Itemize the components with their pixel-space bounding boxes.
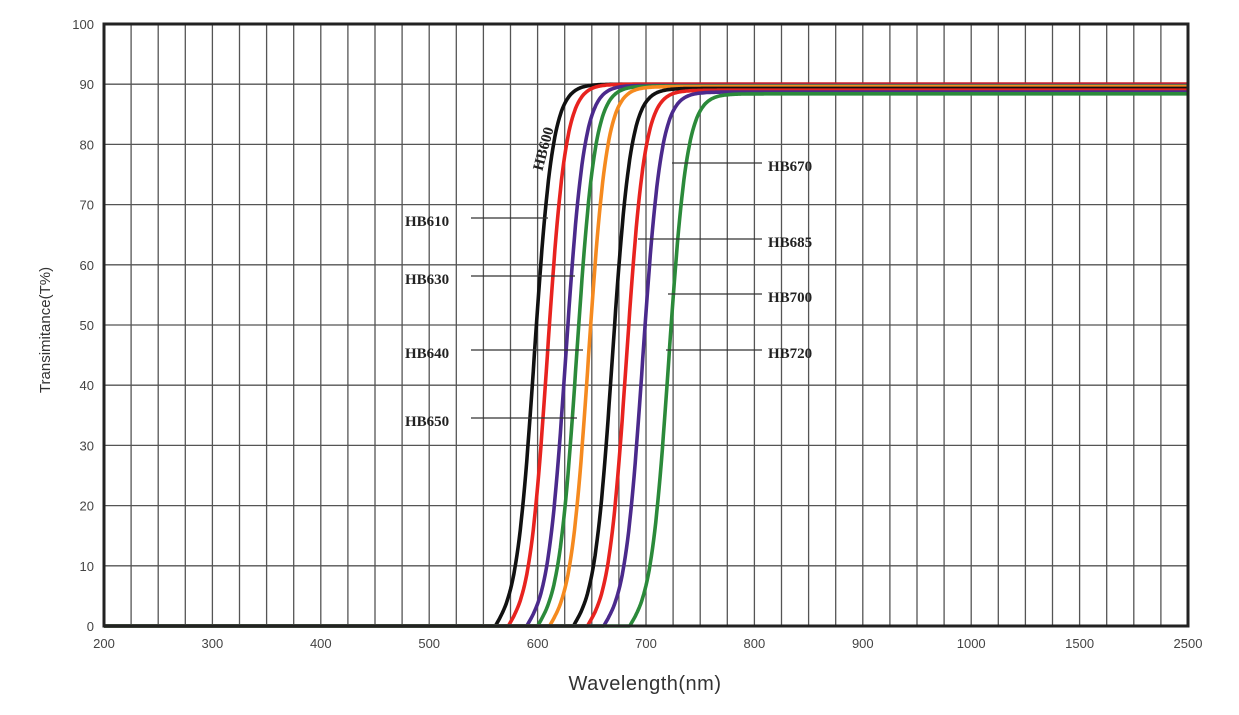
- curve-label: HB640: [405, 346, 449, 362]
- y-tick-label: 30: [80, 438, 94, 453]
- x-tick-label: 800: [744, 636, 766, 651]
- y-tick-label: 40: [80, 378, 94, 393]
- curve-label: HB720: [768, 346, 812, 362]
- y-tick-label: 60: [80, 258, 94, 273]
- y-tick-label: 80: [80, 137, 94, 152]
- x-tick-label: 900: [852, 636, 874, 651]
- y-tick-label: 10: [80, 559, 94, 574]
- y-tick-label: 100: [72, 17, 94, 32]
- curve-label: HB610: [405, 214, 449, 230]
- curve-hb720: [104, 92, 1188, 628]
- x-tick-label: 600: [527, 636, 549, 651]
- x-tick-label: 1000: [957, 636, 986, 651]
- x-tick-label: 200: [93, 636, 115, 651]
- y-axis-title: Transimitance(T%): [37, 267, 54, 393]
- y-tick-label: 90: [80, 77, 94, 92]
- curve-hb650: [104, 84, 1188, 628]
- y-tick-label: 70: [80, 198, 94, 213]
- curve-label: HB670: [768, 159, 812, 175]
- curve-label: HB700: [768, 290, 812, 306]
- curve-labels: HB600HB610HB630HB640HB650HB670HB685HB700…: [405, 126, 812, 430]
- x-tick-label: 1500: [1065, 636, 1094, 651]
- x-tick-label: 2500: [1174, 636, 1203, 651]
- axis-ticks: 200 300 400 500 600 700 800 900 1000 1500 2500 0 10 2…: [72, 17, 1202, 651]
- x-tick-label: 400: [310, 636, 332, 651]
- x-tick-label: 700: [635, 636, 657, 651]
- curve-hb700: [104, 90, 1188, 628]
- x-tick-label: 500: [418, 636, 440, 651]
- x-axis-title: Wavelength(nm): [569, 673, 722, 695]
- y-tick-label: 20: [80, 499, 94, 514]
- curve-label: HB685: [768, 235, 812, 251]
- curves: [104, 82, 1188, 628]
- y-tick-label: 0: [87, 619, 94, 634]
- curve-label: HB630: [405, 272, 449, 288]
- curve-hb685: [104, 88, 1188, 628]
- grid: [104, 23, 1188, 627]
- x-tick-label: 300: [202, 636, 224, 651]
- curve-hb670: [104, 86, 1188, 628]
- curve-label: HB650: [405, 414, 449, 430]
- plot-frame: [102, 22, 1190, 628]
- y-tick-label: 50: [80, 318, 94, 333]
